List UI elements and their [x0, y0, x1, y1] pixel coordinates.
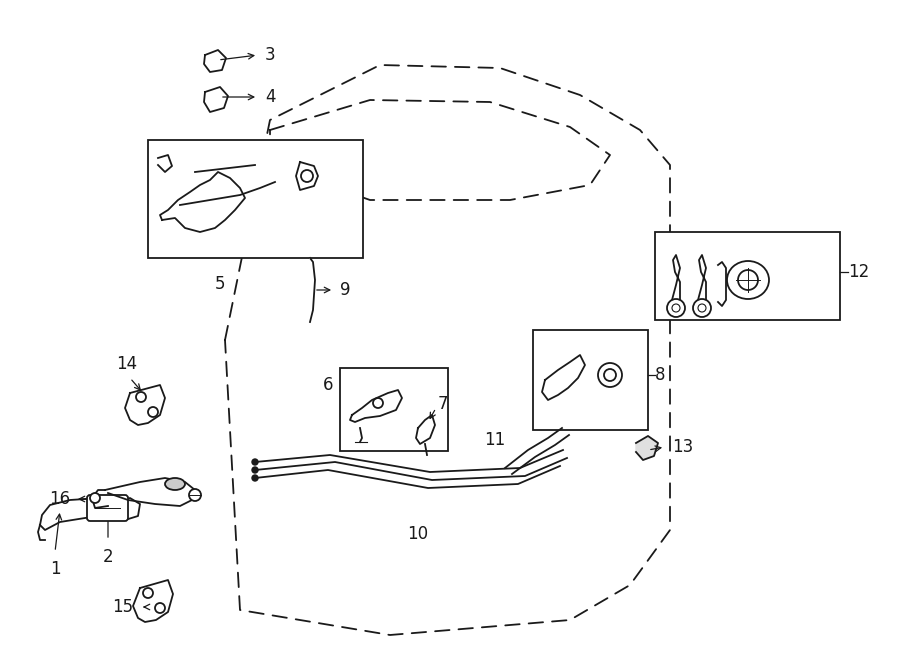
Circle shape	[667, 299, 685, 317]
Circle shape	[189, 489, 201, 501]
Circle shape	[90, 493, 100, 503]
Bar	[533, 330, 648, 430]
Text: 9: 9	[340, 281, 350, 299]
Text: 4: 4	[265, 88, 275, 106]
Text: 5: 5	[215, 275, 225, 293]
Text: 1: 1	[50, 560, 60, 578]
Circle shape	[252, 467, 258, 473]
Text: 12: 12	[848, 263, 869, 281]
Text: 3: 3	[265, 46, 275, 64]
Bar	[148, 140, 363, 258]
Ellipse shape	[165, 478, 185, 490]
Text: 16: 16	[49, 490, 70, 508]
Text: 10: 10	[408, 525, 428, 543]
Text: 8: 8	[655, 366, 665, 384]
Polygon shape	[309, 258, 313, 322]
Text: 13: 13	[672, 438, 693, 456]
Circle shape	[252, 459, 258, 465]
Text: 11: 11	[484, 431, 505, 449]
Circle shape	[252, 475, 258, 481]
Bar	[655, 232, 840, 320]
Text: 2: 2	[103, 548, 113, 566]
Text: 14: 14	[116, 355, 138, 373]
FancyBboxPatch shape	[87, 495, 128, 521]
Circle shape	[693, 299, 711, 317]
Circle shape	[598, 363, 622, 387]
Polygon shape	[636, 436, 658, 460]
Text: 15: 15	[112, 598, 133, 616]
Text: 6: 6	[322, 376, 333, 394]
Bar	[340, 368, 448, 451]
Ellipse shape	[727, 261, 769, 299]
Text: 7: 7	[438, 395, 448, 413]
